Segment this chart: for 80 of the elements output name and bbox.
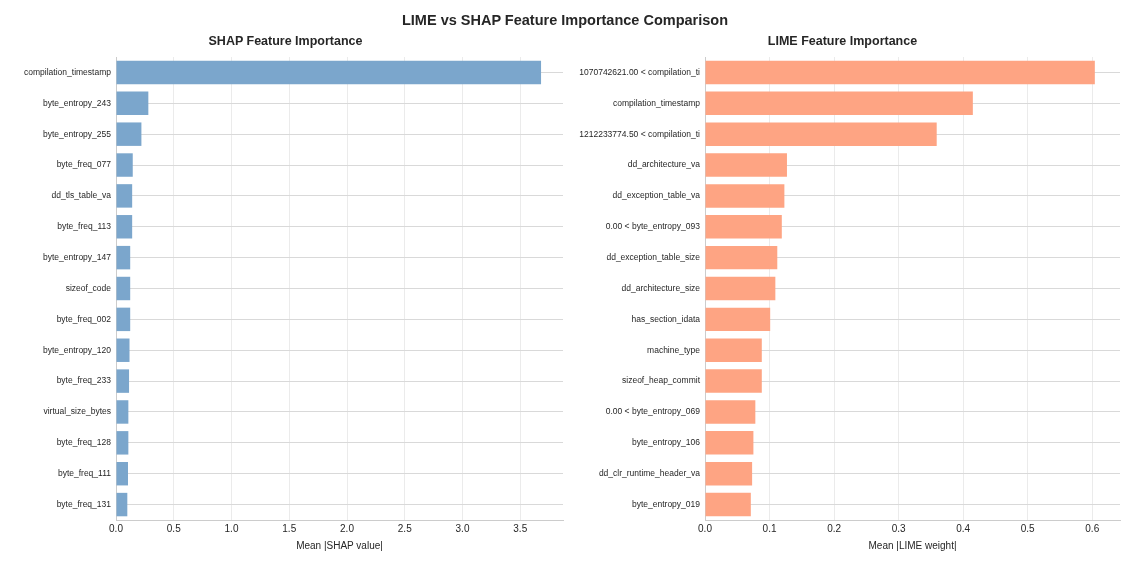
y-tick-label: byte_entropy_147 — [42, 251, 112, 262]
y-tick-label: 0.00 < byte_entropy_093 — [605, 221, 701, 232]
bar — [116, 431, 129, 455]
y-tick-label: 1070742621.00 < compilation_ti — [579, 66, 701, 77]
x-tick-label: 0.3 — [891, 522, 907, 534]
bar — [705, 215, 782, 239]
bar — [705, 60, 1095, 85]
x-tick-label: 2.0 — [340, 522, 355, 534]
y-tick-label: sizeof_code — [65, 282, 112, 293]
y-tick-label: byte_freq_233 — [56, 375, 112, 386]
x-tick-label: 3.5 — [513, 522, 528, 534]
bar — [705, 153, 787, 177]
y-tick-label: dd_exception_table_size — [606, 251, 701, 262]
bar — [705, 369, 762, 393]
bar — [116, 492, 128, 517]
bar — [116, 400, 129, 424]
x-tick-label: 0.0 — [109, 522, 124, 534]
bar — [116, 338, 130, 362]
x-tick-label: 0.6 — [1085, 522, 1100, 534]
x-tick-label: 1.5 — [282, 522, 297, 534]
y-tick-label: machine_type — [647, 344, 701, 355]
y-tick-label: byte_entropy_019 — [631, 498, 701, 509]
x-tick-label: 1.0 — [224, 522, 239, 534]
y-tick-label: byte_entropy_255 — [42, 128, 112, 139]
y-tick-label: byte_freq_111 — [57, 468, 112, 479]
x-tick-label: 0.5 — [166, 522, 182, 534]
y-tick-label: byte_freq_113 — [57, 221, 112, 232]
bar — [705, 492, 751, 517]
bar — [705, 338, 762, 362]
bar — [116, 153, 133, 177]
bar — [116, 461, 129, 486]
x-axis-title: Mean |SHAP value| — [296, 539, 383, 551]
bar — [705, 307, 771, 332]
y-tick-label: dd_architecture_size — [621, 282, 701, 293]
y-tick-label: compilation_timestamp — [613, 97, 701, 108]
y-tick-label: dd_tls_table_va — [51, 190, 112, 201]
bar — [705, 461, 753, 486]
bar — [705, 400, 756, 424]
bar — [116, 276, 131, 301]
bar — [705, 276, 776, 301]
y-tick-label: byte_entropy_106 — [631, 437, 701, 448]
bar — [116, 215, 133, 239]
bar — [116, 91, 149, 116]
y-tick-label: byte_freq_002 — [56, 313, 112, 324]
chart-title: SHAP Feature Importance — [208, 33, 363, 48]
y-tick-label: byte_freq_128 — [56, 437, 112, 448]
bar — [705, 122, 937, 146]
x-tick-label: 0.1 — [762, 522, 777, 534]
chart-title: LIME Feature Importance — [767, 33, 918, 48]
y-tick-label: dd_exception_table_va — [612, 190, 701, 201]
y-tick-label: has_section_idata — [631, 313, 701, 324]
x-tick-label: 0.4 — [956, 522, 971, 534]
y-tick-label: byte_entropy_120 — [42, 344, 112, 355]
x-tick-label: 0.2 — [827, 522, 842, 534]
y-tick-label: byte_freq_131 — [56, 498, 112, 509]
x-tick-label: 0.0 — [698, 522, 713, 534]
y-tick-label: virtual_size_bytes — [43, 406, 111, 417]
y-tick-label: byte_entropy_243 — [42, 97, 112, 108]
bar — [116, 60, 542, 85]
y-tick-label: 0.00 < byte_entropy_069 — [605, 406, 701, 417]
x-tick-label: 2.5 — [397, 522, 413, 534]
x-axis-title: Mean |LIME weight| — [868, 539, 957, 551]
text: LIME vs SHAP Feature Importance Comparison — [400, 11, 730, 30]
y-tick-label: 1212233774.50 < compilation_ti — [579, 128, 701, 139]
bar — [705, 431, 754, 455]
x-tick-label: 0.5 — [1020, 522, 1036, 534]
y-tick-label: byte_freq_077 — [56, 159, 112, 170]
bar — [116, 184, 133, 208]
y-tick-label: dd_clr_runtime_header_va — [598, 468, 701, 479]
bar — [116, 245, 131, 270]
bar — [705, 184, 785, 208]
bar — [116, 307, 131, 332]
y-tick-label: sizeof_heap_commit — [622, 375, 701, 386]
y-tick-label: dd_architecture_va — [627, 159, 701, 170]
bar — [705, 91, 973, 116]
bar — [705, 245, 778, 270]
y-tick-label: compilation_timestamp — [24, 66, 112, 77]
bar — [116, 369, 130, 393]
x-tick-label: 3.0 — [455, 522, 470, 534]
bar — [116, 122, 142, 146]
